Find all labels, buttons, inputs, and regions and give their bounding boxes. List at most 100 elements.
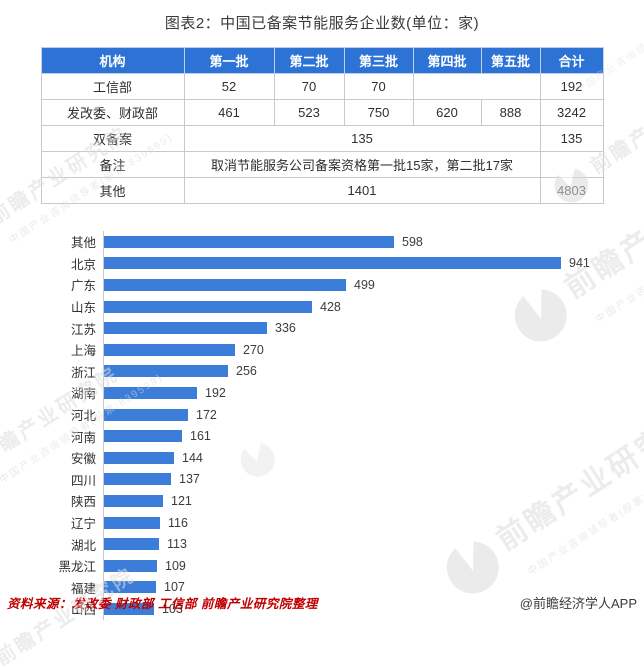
bar-category-label: 河北: [70, 409, 96, 424]
bar-row: 其他 598: [8, 231, 644, 253]
bar-plot-area: 428: [103, 295, 644, 318]
bar-category-label: 山西: [70, 603, 96, 618]
bar-plot-area: 107: [103, 576, 644, 599]
bar-row: 陕西 121: [8, 490, 644, 512]
bar-row: 上海 270: [8, 338, 644, 361]
bar-value-label: 113: [167, 537, 187, 552]
bar-value-label: 270: [243, 342, 264, 357]
bar-plot-area: 144: [103, 446, 644, 469]
bar-value-label: 144: [182, 450, 203, 465]
bar-plot-area: 256: [103, 360, 644, 383]
bar: [104, 430, 182, 443]
bar-value-label: 256: [236, 364, 257, 379]
col-header-batch5: 第五批: [480, 47, 541, 74]
bar-plot-area: 137: [103, 468, 644, 491]
cell-value: 620: [412, 99, 482, 126]
col-header-batch1: 第一批: [183, 47, 275, 74]
bar-category-label: 河南: [70, 430, 96, 445]
cell-value: 523: [273, 99, 345, 126]
credit-note: @前瞻经济学人APP: [519, 595, 637, 611]
col-header-org: 机构: [40, 47, 185, 74]
cell-note: 取消节能服务公司备案资格第一批15家，第二批17家: [183, 151, 541, 178]
cell-total: 135: [539, 125, 604, 152]
bar: [104, 343, 235, 356]
bar-category-label: 辽宁: [70, 517, 96, 532]
cell-value: 461: [183, 99, 275, 126]
bar-category-label: 陕西: [70, 495, 96, 510]
bar: [104, 602, 154, 615]
bar-row: 江苏 336: [8, 317, 644, 339]
cell-org: 发改委、财政部: [40, 99, 185, 126]
bar-row: 安徽 144: [8, 446, 644, 469]
page-title: 图表2：中国已备案节能服务企业数(单位：家): [164, 15, 480, 32]
bar: [104, 235, 394, 248]
bar-plot-area: 598: [103, 231, 644, 253]
bar: [104, 300, 312, 313]
bar-category-label: 上海: [70, 344, 96, 359]
bar-category-label: 湖南: [70, 387, 96, 402]
bar-value-label: 499: [354, 277, 375, 292]
bar-plot-area: 103: [103, 598, 644, 620]
cell-merged-value: 1401: [183, 177, 541, 204]
table-header-row: 机构 第一批 第二批 第三批 第四批 第五批 合计: [40, 47, 604, 74]
bar-value-label: 172: [196, 407, 217, 422]
bar-row: 河北 172: [8, 403, 644, 426]
bar-category-label: 黑龙江: [58, 560, 96, 575]
bar-value-label: 336: [275, 321, 296, 336]
bar-row: 浙江 256: [8, 360, 644, 383]
bar-category-label: 福建: [70, 581, 96, 596]
bar-plot-area: 172: [103, 403, 644, 426]
bar: [104, 257, 561, 270]
cell-merged-value: 135: [183, 125, 541, 152]
col-header-total: 合计: [539, 47, 604, 74]
bar-row: 黑龙江 109: [8, 554, 644, 577]
table-row-qita: 其他 1401 4803: [40, 177, 604, 204]
cell-org: 备注: [40, 151, 185, 178]
bar-row: 广东 499: [8, 274, 644, 296]
col-header-batch2: 第二批: [273, 47, 345, 74]
bar-plot-area: 336: [103, 317, 644, 339]
bar: [104, 451, 174, 464]
bar-row: 福建 107: [8, 576, 644, 599]
bar: [104, 322, 267, 335]
bar-category-label: 浙江: [70, 365, 96, 380]
cell-value: 750: [343, 99, 414, 126]
bar: [104, 386, 197, 399]
bar-row: 河南 161: [8, 425, 644, 447]
source-note: 资料来源：发改委 财政部 工信部 前瞻产业研究院整理: [7, 596, 318, 611]
table-row-gongxinbu: 工信部 52 70 70 192: [40, 73, 604, 100]
bar-plot-area: 116: [103, 511, 644, 534]
table-row-beizhu: 备注 取消节能服务公司备案资格第一批15家，第二批17家: [40, 151, 604, 178]
cell-value-empty: [412, 73, 541, 100]
bar-category-label: 其他: [70, 236, 96, 251]
bar-value-label: 137: [179, 472, 200, 487]
bar-value-label: 107: [164, 580, 185, 595]
bar-row: 山西 103: [8, 598, 644, 620]
bar-category-label: 江苏: [70, 322, 96, 337]
bar: [104, 516, 160, 529]
bar-category-label: 山东: [70, 301, 96, 316]
bar-value-label: 941: [569, 256, 590, 271]
bar-value-label: 598: [402, 234, 423, 249]
cell-total: 192: [539, 73, 604, 100]
bar-plot-area: 192: [103, 382, 644, 404]
bar-row: 湖南 192: [8, 382, 644, 404]
bar-value-label: 192: [205, 385, 226, 400]
bar-category-label: 四川: [70, 473, 96, 488]
bar: [104, 473, 171, 486]
bar: [104, 538, 159, 551]
bar-chart: 其他 598 北京 941 广东 499 山东 428 江苏 336 上海 270 浙江 256 湖南 192…: [8, 231, 644, 620]
bar-plot-area: 161: [103, 425, 644, 447]
bar-row: 湖北 113: [8, 533, 644, 555]
bar-value-label: 161: [190, 429, 211, 444]
bar-plot-area: 499: [103, 274, 644, 296]
bar-value-label: 428: [320, 299, 341, 314]
cell-value: 70: [273, 73, 345, 100]
bar: [104, 278, 346, 291]
bar-plot-area: 941: [103, 252, 644, 275]
bar-row: 山东 428: [8, 295, 644, 318]
bar-value-label: 116: [168, 515, 188, 530]
bar: [104, 365, 228, 378]
cell-org: 其他: [40, 177, 185, 204]
bar-category-label: 北京: [70, 257, 96, 272]
